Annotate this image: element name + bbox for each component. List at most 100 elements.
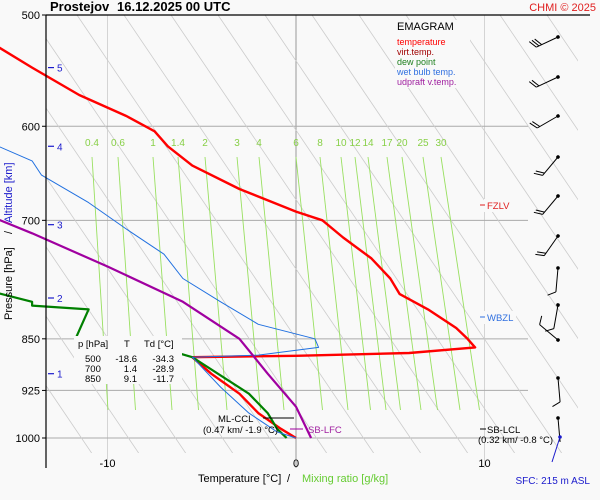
dry-adiabat-line	[594, 15, 600, 458]
wind-barb-icon	[547, 266, 560, 296]
mixing-ratio-label: 25	[417, 138, 429, 149]
datetime: 16.12.2025 00 UTC	[117, 0, 231, 14]
mixing-ratio-line	[177, 156, 199, 411]
legend-virt-temp: virt.temp.	[397, 47, 434, 57]
wind-barb-icon	[535, 234, 560, 257]
altitude-tick-label: 2	[57, 294, 63, 305]
dry-adiabat-line	[546, 15, 578, 62]
mixing-ratio-label: 0.6	[111, 138, 125, 149]
legend-temperature: temperature	[397, 37, 446, 47]
mixing-ratio-label: 8	[317, 138, 323, 149]
mixing-ratio-label: 1	[150, 138, 156, 149]
dry-adiabat-line	[46, 107, 281, 453]
sb-lfc-label: SB-LFC	[308, 425, 342, 436]
temperature-tick-label: 0	[293, 458, 299, 470]
sb-lcl-detail: (0.32 km/ -0.8 °C)	[478, 435, 553, 446]
wind-barb-icon	[539, 315, 560, 342]
ml-ccl-detail: (0.47 km/ -1.9 °C)	[203, 425, 278, 436]
table-box	[74, 336, 182, 384]
mixing-ratio-label: 2	[202, 138, 208, 149]
table-cell: 850	[85, 374, 101, 385]
table-cell: 700	[85, 364, 101, 375]
table-cell: -34.3	[152, 354, 174, 365]
mixing-ratio-label: 0.4	[85, 138, 99, 149]
dry-adiabat-line	[217, 15, 516, 453]
table-cell: -28.9	[152, 364, 174, 375]
mixing-ratio-line	[386, 156, 422, 411]
pressure-tick-label: 700	[22, 215, 40, 227]
mixing-ratio-line	[340, 156, 371, 411]
fzlv-box	[484, 199, 516, 212]
mixing-ratio-line	[422, 156, 461, 411]
dry-adiabat-line	[46, 37, 328, 453]
legend-title: EMAGRAM	[397, 21, 454, 33]
wbzl-label: WBZL	[487, 313, 513, 324]
surface-wind-barb-icon	[551, 435, 562, 463]
wind-barb-icon	[552, 376, 561, 408]
mixing-ratio-line	[319, 156, 349, 411]
mixing-ratio-line	[295, 156, 323, 411]
pressure-tick-label: 1000	[16, 433, 40, 445]
mixing-ratio-line	[204, 156, 228, 411]
dry-adiabat-line	[46, 176, 234, 453]
mixing-ratio-label: 20	[396, 138, 408, 149]
mixing-ratio-layer	[91, 156, 480, 411]
wind-barbs-layer	[528, 35, 562, 463]
ml-ccl-label: ML-CCL	[218, 414, 253, 425]
xlabel-sep: /	[287, 473, 291, 485]
legend-wet-bulb: wet bulb temp.	[396, 67, 456, 77]
dry-adiabat-line	[311, 15, 578, 409]
pressure-tick-label: 600	[22, 121, 40, 133]
mixing-ratio-label: 6	[293, 138, 299, 149]
table-row: 850 9.1 -11.7	[85, 374, 174, 385]
xlabel-mixing: Mixing ratio [g/kg]	[302, 473, 388, 485]
altitude-tick-label: 1	[57, 370, 63, 381]
mixing-ratio-label: 12	[349, 138, 361, 149]
legend-box	[395, 20, 470, 88]
table-header-td: Td [°C]	[144, 339, 174, 350]
table-header-p: p [hPa]	[78, 339, 108, 350]
fzlv-label: FZLV	[487, 201, 510, 212]
station-name: Prostejov	[50, 0, 110, 14]
dry-adiabat-line	[46, 315, 140, 453]
mixing-ratio-label: 3	[234, 138, 240, 149]
mixing-ratio-line	[401, 156, 438, 411]
xlabel-temperature: Temperature [°C]	[198, 473, 281, 485]
mixing-ratio-label: 14	[362, 138, 374, 149]
dry-adiabat-line	[123, 15, 422, 453]
wind-barb-icon	[533, 194, 560, 215]
wind-barb-icon	[528, 75, 560, 88]
mixing-ratio-line	[367, 156, 401, 411]
altitude-tick-label: 5	[57, 64, 63, 75]
tick-labels-layer: 5006007008509251000-30-20-10010203012345…	[16, 10, 491, 470]
mixing-ratio-line	[236, 156, 261, 411]
dry-adiabat-line	[76, 15, 375, 453]
dry-adiabat-line	[499, 15, 578, 131]
dry-adiabat-line	[46, 384, 93, 453]
series-temperature	[0, 46, 477, 440]
pressure-tick-label: 500	[22, 10, 40, 22]
table-cell: 1.4	[124, 364, 137, 375]
mixing-ratio-label: 10	[335, 138, 347, 149]
table-cell: -11.7	[153, 374, 174, 385]
table-cell: 500	[85, 354, 101, 365]
table-cell: 9.1	[124, 374, 137, 385]
legend-updraft: udpraft v.temp.	[397, 77, 456, 87]
altitude-tick-label: 3	[57, 221, 63, 232]
mixing-ratio-label: 17	[381, 138, 393, 149]
wind-barb-icon	[545, 303, 560, 332]
table-row: 500 -18.6 -34.3	[85, 354, 174, 365]
wbzl-box	[484, 311, 516, 324]
ylabel-pressure: Pressure [hPa]	[3, 247, 15, 320]
mixing-ratio-line	[354, 156, 387, 411]
dry-adiabat-line	[0, 15, 1, 458]
dry-adiabat-line	[170, 15, 469, 453]
temperature-tick-label: 10	[478, 458, 490, 470]
grid-layer	[42, 14, 528, 468]
series-udpraft-v-temp	[0, 219, 313, 439]
legend-dew-point: dew point	[397, 57, 436, 67]
wind-barb-icon	[533, 155, 560, 176]
temperature-tick-label: -10	[100, 458, 116, 470]
dry-adiabat-line	[452, 15, 578, 201]
